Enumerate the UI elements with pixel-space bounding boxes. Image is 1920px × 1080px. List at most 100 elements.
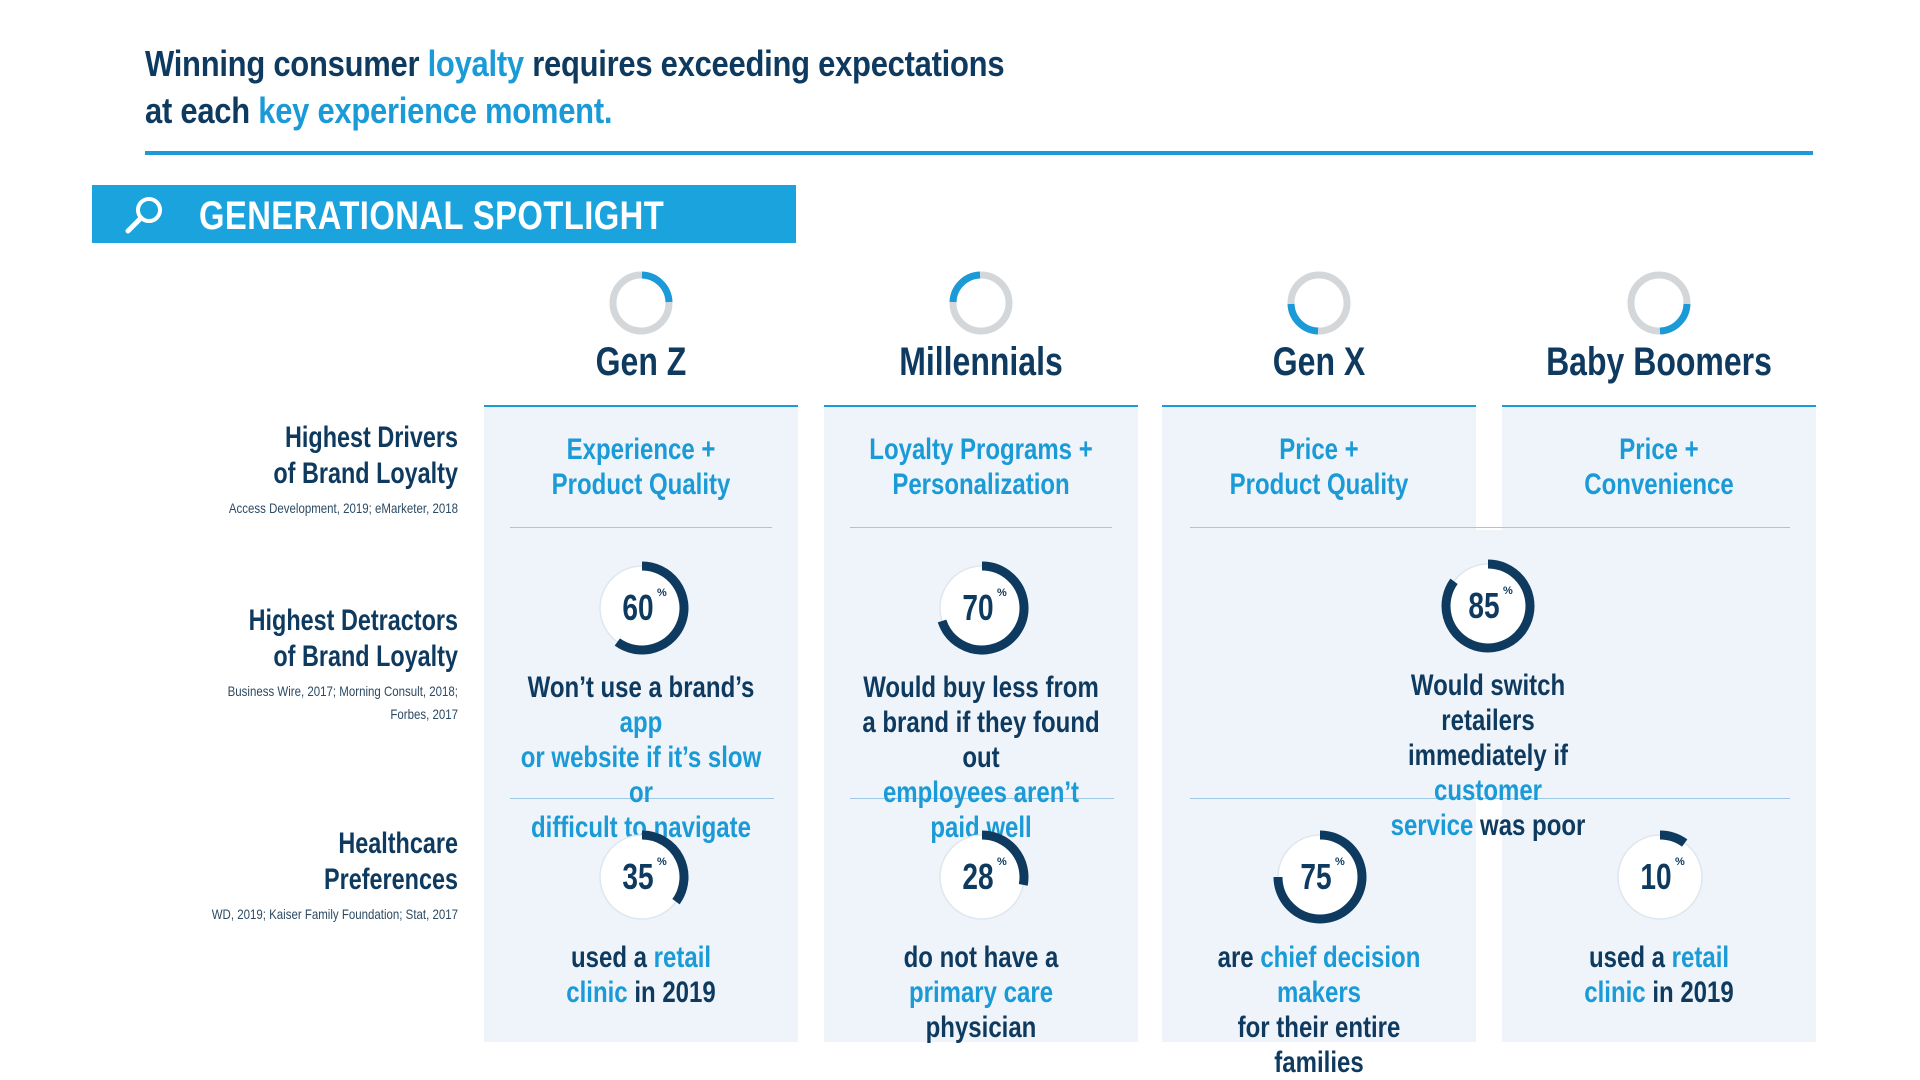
donut-value-label: 28 [962, 857, 993, 897]
source-line: Business Wire, 2017; Morning Consult, 20… [227, 683, 458, 699]
column-rule [1162, 405, 1476, 407]
detractor-text-genx-boomers: Would switch retailers immediately if cus… [1362, 668, 1613, 843]
text-line: or website if it’s slow or [515, 740, 766, 810]
stat-donut-gen-z-healthcare: 35% [599, 830, 689, 920]
ring-segment [641, 271, 673, 303]
row-separator [850, 798, 1114, 799]
headline-line-2: at each key experience moment. [145, 87, 1091, 134]
column-rule [824, 405, 1138, 407]
ring-track [609, 271, 673, 335]
driver-cell-gen-z: Experience + Product Quality [515, 432, 766, 502]
driver-cell-gen-x: Price + Product Quality [1193, 432, 1444, 502]
highlight-text: app [619, 706, 663, 739]
row-label-line: Highest Detractors [248, 604, 458, 637]
plain-text: was poor [1473, 809, 1586, 842]
driver-line: Product Quality [551, 468, 731, 501]
healthcare-text-millennials: do not have a primary care physician [855, 940, 1106, 1045]
row-source-healthcare: WD, 2019; Kaiser Family Foundation; Stat… [196, 903, 458, 926]
text-line: for their entire families [1193, 1010, 1444, 1080]
driver-line: Product Quality [1229, 468, 1409, 501]
stat-donut-baby-boomers-healthcare: 10% [1617, 830, 1703, 920]
source-line: WD, 2019; Kaiser Family Foundation; Stat… [211, 906, 458, 922]
text-line: clinic in 2019 [1533, 975, 1784, 1010]
generation-ring-icon [1627, 271, 1691, 335]
detractor-text-millennials: Would buy less from a brand if they found… [855, 670, 1106, 845]
plain-text: at each [145, 90, 259, 131]
driver-line: Personalization [892, 468, 1070, 501]
plain-text: Won’t use a brand’s [527, 671, 755, 704]
highlight-text: clinic [566, 976, 628, 1009]
highlight-text: clinic [1584, 976, 1646, 1009]
source-line: Forbes, 2017 [390, 706, 458, 722]
plain-text: a brand if they found out [862, 706, 1100, 774]
donut-value-label: 35 [622, 857, 653, 897]
ring-segment [1659, 303, 1691, 335]
ring-track [949, 271, 1013, 335]
plain-text: for their entire families [1237, 1011, 1401, 1079]
ring-track [1287, 271, 1351, 335]
donut-value-arc [1273, 830, 1367, 924]
row-label-line: of Brand Loyalty [273, 640, 458, 673]
text-line: used a retail [1533, 940, 1784, 975]
column-rule [484, 405, 798, 407]
row-separator [850, 527, 1112, 528]
detractor-text-gen-z: Won’t use a brand’s app or website if it’… [515, 670, 766, 845]
stat-donut-millennials-detractor: 70% [937, 561, 1029, 655]
percent-symbol: % [997, 587, 1007, 599]
percent-symbol: % [1503, 585, 1513, 597]
text-line: immediately if customer [1362, 738, 1613, 808]
row-label-line: Highest Drivers [285, 421, 458, 454]
donut-value-label: 85 [1468, 586, 1499, 626]
generation-ring-icon [609, 271, 673, 335]
generation-ring-icon [949, 271, 1013, 335]
plain-text: used a [1588, 941, 1672, 974]
plain-text: Would switch retailers [1410, 669, 1566, 737]
row-separator [510, 527, 772, 528]
ring-segment [1287, 303, 1319, 335]
healthcare-text-gen-x: are chief decision makers for their entir… [1193, 940, 1444, 1080]
column-panel-millennials [824, 406, 1138, 1042]
driver-cell-millennials: Loyalty Programs + Personalization [855, 432, 1106, 502]
donut-value-label: 60 [622, 588, 653, 628]
stat-donut-gen-z-detractor: 60% [599, 561, 689, 655]
percent-symbol: % [657, 856, 667, 868]
row-separator [510, 798, 774, 799]
stat-donut-millennials-healthcare: 28% [939, 830, 1029, 920]
donut-value-arc [981, 830, 1029, 886]
driver-line: Loyalty Programs + [869, 433, 1093, 466]
plain-text: requires exceeding expectations [523, 43, 1005, 84]
percent-symbol: % [997, 856, 1007, 868]
text-line: are chief decision makers [1193, 940, 1444, 1010]
driver-line: Price + [1619, 433, 1699, 466]
text-line: do not have a [855, 940, 1106, 975]
row-source-drivers: Access Development, 2019; eMarketer, 201… [196, 497, 458, 520]
text-line: clinic in 2019 [515, 975, 766, 1010]
stat-donut-gen-x-healthcare: 75% [1273, 830, 1367, 924]
header-divider [145, 151, 1813, 155]
plain-text: physician [925, 1011, 1037, 1044]
percent-symbol: % [1675, 856, 1685, 868]
plain-text: in 2019 [627, 976, 716, 1009]
row-source-detractors: Business Wire, 2017; Morning Consult, 20… [196, 680, 458, 726]
generation-title-gen-z: Gen Z [595, 340, 687, 384]
driver-cell-baby-boomers: Price + Convenience [1533, 432, 1784, 502]
generation-ring-icon [1287, 271, 1351, 335]
row-label-healthcare: Healthcare Preferences [224, 826, 458, 898]
generation-title-baby-boomers: Baby Boomers [1546, 340, 1772, 384]
plain-text: do not have a [903, 941, 1059, 974]
driver-line: Experience + [566, 433, 716, 466]
row-label-line: of Brand Loyalty [273, 457, 458, 490]
text-line: Won’t use a brand’s app [515, 670, 766, 740]
banner-title: GENERATIONAL SPOTLIGHT [199, 194, 665, 238]
plain-text: Winning consumer [145, 43, 428, 84]
donut-value-label: 70 [962, 588, 993, 628]
column-panel-gen-z [484, 406, 798, 1042]
highlight-text: key experience moment. [258, 90, 613, 131]
ring-segment [949, 271, 981, 303]
ring-track [1627, 271, 1691, 335]
source-line: Access Development, 2019; eMarketer, 201… [228, 500, 458, 516]
text-line: Would buy less from [855, 670, 1106, 705]
highlight-text: loyalty [427, 43, 525, 84]
donut-value-arc [614, 561, 689, 655]
text-line: primary care physician [855, 975, 1106, 1045]
